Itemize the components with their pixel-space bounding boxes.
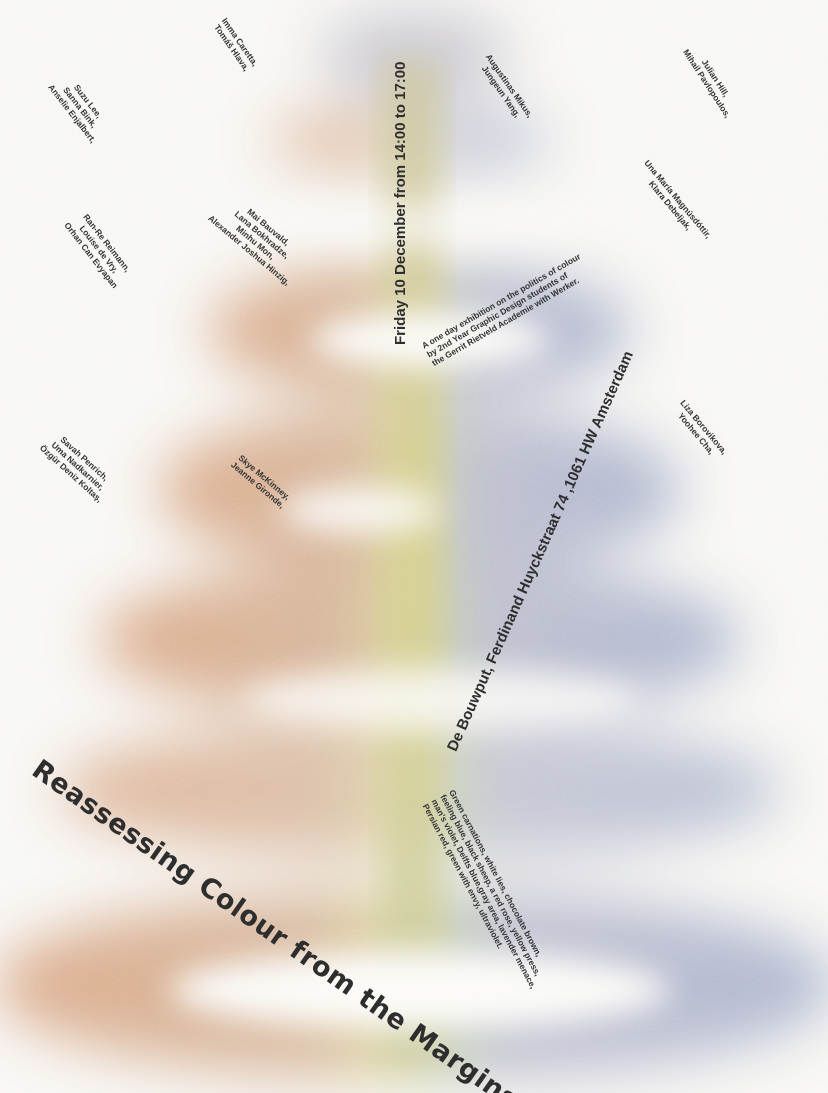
event-date-line: Friday 10 December from 14:00 to 17:00 [392, 61, 409, 345]
